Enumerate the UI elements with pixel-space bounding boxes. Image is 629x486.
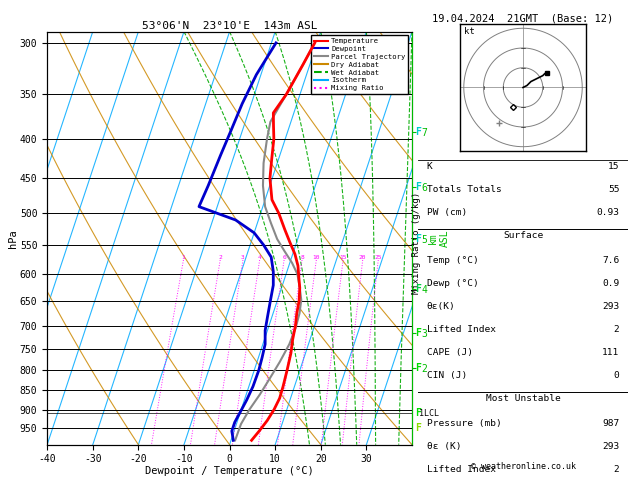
Text: Lifted Index: Lifted Index (426, 465, 496, 474)
Text: F: F (415, 234, 421, 244)
Text: 4: 4 (258, 255, 262, 260)
Text: 15: 15 (339, 255, 347, 260)
Legend: Temperature, Dewpoint, Parcel Trajectory, Dry Adiabat, Wet Adiabat, Isotherm, Mi: Temperature, Dewpoint, Parcel Trajectory… (311, 35, 408, 94)
Text: 55: 55 (608, 185, 620, 194)
Text: 2: 2 (614, 465, 620, 474)
Title: 53°06'N  23°10'E  143m ASL: 53°06'N 23°10'E 143m ASL (142, 21, 318, 31)
Text: F: F (415, 363, 421, 373)
Text: Most Unstable: Most Unstable (486, 394, 560, 402)
Text: 1LCL: 1LCL (420, 409, 439, 417)
Text: 111: 111 (602, 348, 620, 357)
Text: Lifted Index: Lifted Index (426, 325, 496, 334)
Text: 293: 293 (602, 302, 620, 311)
Text: 25: 25 (374, 255, 382, 260)
Text: Totals Totals: Totals Totals (426, 185, 501, 194)
Text: 8: 8 (300, 255, 304, 260)
Text: Surface: Surface (503, 231, 543, 240)
Text: F: F (415, 328, 421, 338)
Text: CIN (J): CIN (J) (426, 371, 467, 380)
Text: 20: 20 (359, 255, 367, 260)
X-axis label: Dewpoint / Temperature (°C): Dewpoint / Temperature (°C) (145, 466, 314, 476)
Text: Temp (°C): Temp (°C) (426, 256, 479, 265)
Text: CAPE (J): CAPE (J) (426, 348, 472, 357)
Text: © weatheronline.co.uk: © weatheronline.co.uk (470, 462, 576, 470)
Text: F: F (415, 422, 421, 433)
Text: F: F (415, 182, 421, 192)
Text: 15: 15 (608, 162, 620, 171)
Text: 987: 987 (602, 419, 620, 428)
Text: θε(K): θε(K) (426, 302, 455, 311)
Text: 2: 2 (218, 255, 222, 260)
Text: K: K (426, 162, 432, 171)
Text: 10: 10 (313, 255, 320, 260)
Text: 1: 1 (182, 255, 186, 260)
Text: 0.9: 0.9 (602, 279, 620, 288)
Text: Dewp (°C): Dewp (°C) (426, 279, 479, 288)
Y-axis label: km
ASL: km ASL (428, 229, 450, 247)
Text: 2: 2 (614, 325, 620, 334)
Text: 0: 0 (614, 371, 620, 380)
Text: 293: 293 (602, 442, 620, 451)
Text: kt: kt (464, 27, 474, 36)
Text: 3: 3 (241, 255, 245, 260)
Text: Mixing Ratio (g/kg): Mixing Ratio (g/kg) (412, 192, 421, 294)
Text: PW (cm): PW (cm) (426, 208, 467, 217)
Text: F: F (415, 284, 421, 295)
Y-axis label: hPa: hPa (8, 229, 18, 247)
Text: Pressure (mb): Pressure (mb) (426, 419, 501, 428)
Text: F: F (415, 127, 421, 137)
Text: 0.93: 0.93 (596, 208, 620, 217)
Text: θε (K): θε (K) (426, 442, 461, 451)
Text: 6: 6 (282, 255, 286, 260)
Text: F: F (415, 408, 421, 418)
Text: 7.6: 7.6 (602, 256, 620, 265)
Text: 19.04.2024  21GMT  (Base: 12): 19.04.2024 21GMT (Base: 12) (432, 14, 614, 24)
